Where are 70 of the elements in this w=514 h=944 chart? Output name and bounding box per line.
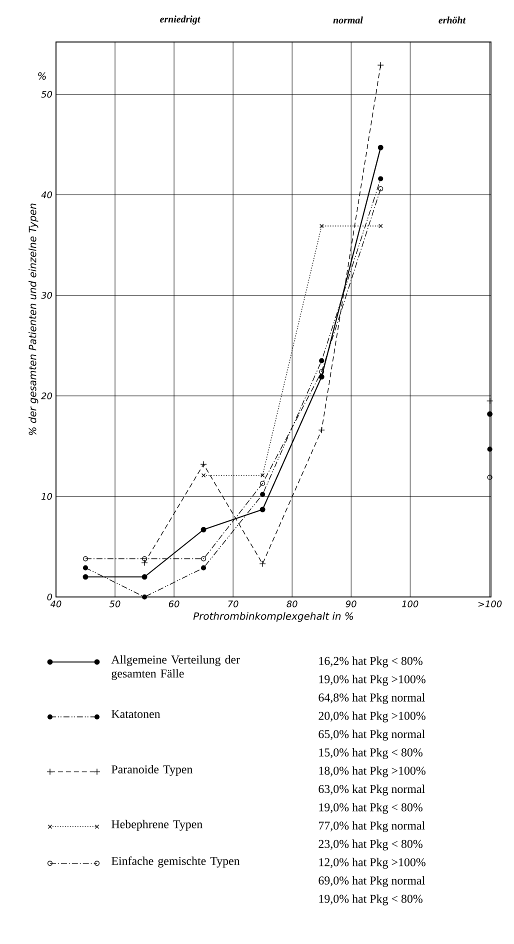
text: 65,0% hat Pkg normal bbox=[318, 730, 425, 741]
point bbox=[82, 574, 88, 580]
point bbox=[377, 62, 384, 68]
text: 23,0% hat Pkg < 80% bbox=[318, 840, 422, 850]
point bbox=[318, 426, 325, 434]
y-tick-label: 0 bbox=[47, 594, 52, 600]
legend-label: Katatonen bbox=[112, 710, 160, 718]
point bbox=[260, 492, 266, 497]
x-axis-title: Prothrombinkomplexgehalt in % bbox=[193, 612, 354, 622]
x-tick-label: 80 bbox=[286, 600, 298, 608]
point bbox=[319, 358, 324, 364]
point bbox=[201, 565, 206, 570]
y-axis-title: % der gesamten Patienten und einzelne Typen bbox=[28, 204, 38, 436]
text: 16,2% hat Pkg < 80% bbox=[319, 656, 422, 668]
y-tick-label: 50 bbox=[41, 90, 52, 98]
x-tick-label: 100 bbox=[402, 600, 418, 608]
x-tick-label: >100 bbox=[478, 600, 502, 608]
point bbox=[259, 560, 266, 568]
text: 19,0% hat Pkg < 80% bbox=[319, 802, 422, 814]
text: 77,0% hat Pkg normal bbox=[318, 821, 425, 832]
point bbox=[378, 176, 384, 182]
text: normal bbox=[333, 16, 363, 24]
text: 19,0% hat Pkg >100% bbox=[319, 674, 426, 686]
text: 64,8% hat Pkg normal bbox=[318, 693, 425, 704]
y-tick-label: 20 bbox=[41, 392, 52, 400]
point bbox=[201, 556, 206, 562]
text: 69,0% hat Pkg normal bbox=[318, 876, 425, 888]
point bbox=[319, 369, 324, 374]
x-tick-label: 60 bbox=[168, 600, 180, 608]
point bbox=[82, 565, 88, 570]
point bbox=[200, 526, 206, 532]
text: % bbox=[38, 72, 46, 80]
point bbox=[260, 473, 265, 478]
point bbox=[142, 556, 148, 562]
point bbox=[486, 398, 494, 404]
x-tick-label: 90 bbox=[346, 600, 356, 608]
text: 19,0% hat Pkg < 80% bbox=[319, 894, 422, 906]
text: 12,0% hat Pkg >100% bbox=[319, 858, 426, 869]
legend-label: Allgemeine Verteilung der gesamten Fälle bbox=[111, 655, 240, 680]
text: 15,0% hat Pkg < 80% bbox=[319, 748, 422, 759]
point bbox=[378, 144, 384, 150]
x-tick-label: 70 bbox=[228, 600, 238, 608]
point bbox=[378, 186, 384, 192]
point bbox=[260, 480, 266, 486]
text: erhöht bbox=[438, 16, 466, 24]
legend-label: Einfache gemischte Typen bbox=[112, 856, 240, 868]
y-tick-label: 30 bbox=[41, 292, 52, 299]
legend-label: Paranoide Typen bbox=[112, 764, 193, 776]
text: erniedrigt bbox=[160, 15, 200, 25]
point bbox=[82, 556, 88, 562]
point bbox=[142, 594, 148, 600]
point bbox=[142, 574, 148, 580]
point bbox=[378, 224, 383, 228]
text: 63,0% kat Pkg normal bbox=[318, 784, 425, 796]
text: 18,0% hat Pkg >100% bbox=[319, 766, 426, 778]
point bbox=[487, 446, 492, 452]
point bbox=[260, 506, 266, 512]
point bbox=[487, 474, 492, 480]
x-tick-label: 40 bbox=[50, 600, 62, 608]
y-tick-label: 40 bbox=[41, 191, 52, 198]
point bbox=[200, 460, 207, 468]
point bbox=[201, 473, 206, 478]
y-tick-label: 10 bbox=[42, 493, 52, 500]
x-tick-label: 50 bbox=[109, 600, 120, 608]
point bbox=[487, 411, 493, 417]
point bbox=[319, 224, 324, 228]
text: 20,0% hat Pkg >100% bbox=[318, 711, 426, 722]
point bbox=[141, 559, 148, 566]
point bbox=[318, 374, 324, 380]
legend-label: Hebephrene Typen bbox=[112, 820, 202, 831]
